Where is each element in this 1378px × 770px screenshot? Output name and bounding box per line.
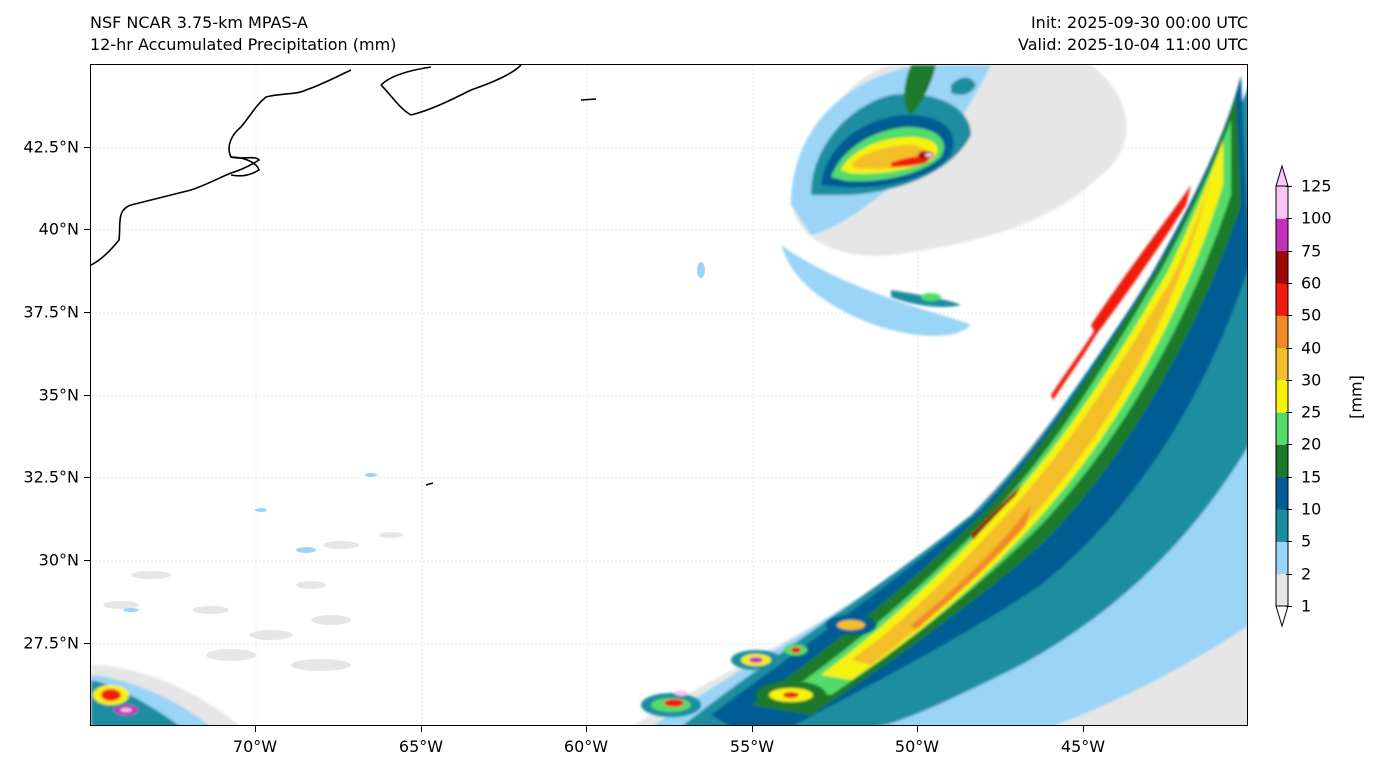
colorbar-label: 75 [1301, 241, 1322, 261]
colorbar-segment [1276, 444, 1288, 478]
lon-label: 45°W [1060, 737, 1106, 756]
precip-band-east [634, 75, 1247, 725]
precip-light-blue [123, 262, 705, 612]
lat-tick [84, 560, 90, 561]
lat-label: 32.5°N [23, 467, 79, 487]
precipitation-map [91, 65, 1247, 725]
colorbar-label: 15 [1301, 467, 1322, 487]
colorbar-label: 25 [1301, 402, 1322, 422]
lat-label: 40°N [38, 219, 79, 239]
colorbar-segment [1276, 315, 1288, 349]
colorbar-tick [1286, 380, 1292, 381]
init-time: Init: 2025-09-30 00:00 UTC [1030, 13, 1248, 32]
lon-label: 55°W [729, 737, 775, 756]
precip-sw-corner [91, 665, 239, 725]
colorbar-tick [1286, 509, 1292, 510]
map-title: NSF NCAR 3.75-km MPAS-A 12-hr Accumulate… [90, 12, 396, 56]
colorbar-segment [1276, 282, 1288, 316]
lat-label: 30°N [38, 550, 79, 570]
lon-tick [752, 726, 753, 732]
lat-tick [84, 229, 90, 230]
precip-light-scatter [103, 532, 403, 671]
colorbar-label: 5 [1301, 531, 1312, 551]
colorbar-segment [1276, 186, 1288, 219]
valid-time: Valid: 2025-10-04 11:00 UTC [1017, 35, 1248, 54]
colorbar-tick [1286, 477, 1292, 478]
map-panel [90, 64, 1248, 726]
colorbar [1275, 164, 1289, 628]
lon-label: 60°W [563, 737, 609, 756]
lat-tick [84, 312, 90, 313]
colorbar-tick [1286, 348, 1292, 349]
lon-label: 50°W [894, 737, 940, 756]
lat-label: 35°N [38, 385, 79, 405]
lon-tick [255, 726, 256, 732]
colorbar-tick [1286, 606, 1292, 607]
coastline [91, 65, 597, 486]
colorbar-segments [1276, 186, 1288, 607]
colorbar-segment [1276, 509, 1288, 542]
lat-tick [84, 643, 90, 644]
colorbar-segment [1276, 347, 1288, 381]
lat-tick [84, 477, 90, 478]
lat-label: 42.5°N [23, 137, 79, 157]
colorbar-label: 1 [1301, 596, 1312, 616]
colorbar-tick [1286, 574, 1292, 575]
colorbar-segment [1276, 412, 1288, 445]
colorbar-segment [1276, 476, 1288, 510]
colorbar-tick [1286, 218, 1292, 219]
colorbar-tick [1286, 186, 1292, 187]
colorbar-label: 20 [1301, 434, 1322, 454]
lon-tick [1083, 726, 1084, 732]
colorbar-segment [1276, 250, 1288, 284]
colorbar-min-arrow [1275, 605, 1289, 628]
precip-storm-north [781, 65, 1127, 336]
colorbar-label: 125 [1301, 176, 1332, 196]
lon-label: 70°W [232, 737, 278, 756]
colorbar-label: 60 [1301, 273, 1322, 293]
colorbar-label: 50 [1301, 305, 1322, 325]
colorbar-tick [1286, 412, 1292, 413]
lon-tick [586, 726, 587, 732]
precip-cells-south [641, 615, 876, 717]
colorbar-label: 2 [1301, 564, 1312, 584]
colorbar-unit: [mm] [1346, 375, 1366, 419]
colorbar-label: 100 [1301, 208, 1332, 228]
colorbar-segment [1276, 541, 1288, 575]
colorbar-tick [1286, 541, 1292, 542]
lat-label: 37.5°N [23, 302, 79, 322]
colorbar-segment [1276, 218, 1288, 252]
colorbar-label: 30 [1301, 370, 1322, 390]
colorbar-outline [1275, 185, 1289, 607]
colorbar-tick [1286, 315, 1292, 316]
lat-label: 27.5°N [23, 633, 79, 653]
lat-tick [84, 147, 90, 148]
colorbar-label: 10 [1301, 499, 1322, 519]
time-info: Init: 2025-09-30 00:00 UTC Valid: 2025-1… [1018, 12, 1248, 56]
colorbar-tick [1286, 251, 1292, 252]
lat-tick [84, 395, 90, 396]
lon-tick [421, 726, 422, 732]
colorbar-segment [1276, 573, 1288, 607]
colorbar-tick [1286, 283, 1292, 284]
field-name: 12-hr Accumulated Precipitation (mm) [90, 35, 397, 54]
colorbar-tick [1286, 444, 1292, 445]
colorbar-segment [1276, 379, 1288, 413]
lon-label: 65°W [398, 737, 444, 756]
lon-tick [917, 726, 918, 732]
colorbar-max-arrow [1275, 164, 1289, 187]
model-name: NSF NCAR 3.75-km MPAS-A [90, 13, 308, 32]
colorbar-label: 40 [1301, 338, 1322, 358]
